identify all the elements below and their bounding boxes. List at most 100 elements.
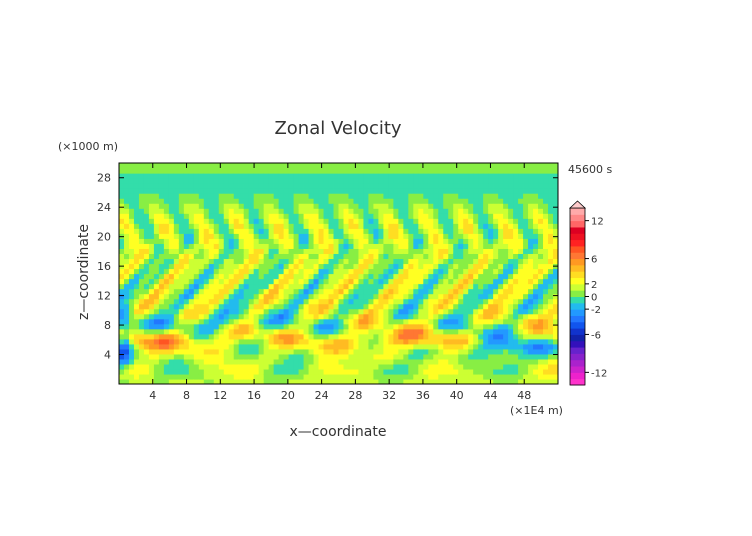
heatmap-cell: [169, 294, 175, 300]
heatmap-cell: [249, 349, 255, 355]
heatmap-cell: [408, 208, 414, 214]
heatmap-cell: [428, 344, 434, 350]
heatmap-cell: [209, 319, 215, 325]
heatmap-cell: [533, 208, 539, 214]
heatmap-cell: [428, 354, 434, 360]
heatmap-cell: [184, 314, 190, 320]
heatmap-cell: [144, 208, 150, 214]
heatmap-cell: [523, 193, 529, 199]
heatmap-cell: [279, 369, 285, 375]
heatmap-cell: [488, 334, 494, 340]
heatmap-cell: [398, 349, 404, 355]
heatmap-cell: [418, 263, 424, 269]
heatmap-cell: [413, 238, 419, 244]
heatmap-cell: [533, 253, 539, 259]
heatmap-cell: [508, 173, 514, 179]
heatmap-cell: [503, 233, 509, 239]
heatmap-cell: [368, 218, 374, 224]
heatmap-cell: [373, 218, 379, 224]
heatmap-cell: [403, 349, 409, 355]
heatmap-cell: [388, 233, 394, 239]
heatmap-cell: [304, 228, 310, 234]
heatmap-cell: [543, 203, 549, 209]
heatmap-cell: [378, 344, 384, 350]
heatmap-cell: [458, 279, 464, 285]
heatmap-cell: [169, 284, 175, 290]
heatmap-cell: [453, 193, 459, 199]
heatmap-cell: [383, 374, 389, 380]
heatmap-cell: [174, 319, 180, 325]
heatmap-cell: [413, 203, 419, 209]
heatmap-cell: [473, 188, 479, 194]
heatmap-cell: [518, 314, 524, 320]
heatmap-cell: [259, 243, 265, 249]
heatmap-cell: [284, 309, 290, 315]
heatmap-cell: [543, 178, 549, 184]
heatmap-cell: [314, 188, 320, 194]
heatmap-cell: [119, 349, 125, 355]
heatmap-cell: [279, 359, 285, 365]
heatmap-cell: [244, 279, 250, 285]
heatmap-cell: [463, 183, 469, 189]
heatmap-cell: [418, 354, 424, 360]
heatmap-cell: [443, 268, 449, 274]
heatmap-cell: [378, 329, 384, 335]
heatmap-cell: [324, 193, 330, 199]
heatmap-cell: [408, 173, 414, 179]
heatmap-cell: [468, 178, 474, 184]
heatmap-cell: [324, 369, 330, 375]
heatmap-cell: [443, 193, 449, 199]
heatmap-cell: [468, 228, 474, 234]
heatmap-cell: [513, 208, 519, 214]
heatmap-cell: [443, 183, 449, 189]
heatmap-cell: [309, 243, 315, 249]
heatmap-cell: [294, 304, 300, 310]
heatmap-cell: [368, 188, 374, 194]
heatmap-cell: [294, 279, 300, 285]
heatmap-cell: [319, 228, 325, 234]
heatmap-cell: [393, 243, 399, 249]
heatmap-cell: [144, 228, 150, 234]
heatmap-cell: [219, 218, 225, 224]
heatmap-cell: [209, 228, 215, 234]
heatmap-cell: [408, 294, 414, 300]
heatmap-cell: [324, 168, 330, 174]
heatmap-cell: [483, 248, 489, 254]
heatmap-cell: [274, 274, 280, 280]
heatmap-cell: [184, 173, 190, 179]
heatmap-cell: [289, 319, 295, 325]
heatmap-cell: [398, 334, 404, 340]
heatmap-cell: [498, 198, 504, 204]
heatmap-cell: [468, 248, 474, 254]
heatmap-cell: [463, 188, 469, 194]
heatmap-cell: [458, 173, 464, 179]
heatmap-cell: [159, 238, 165, 244]
heatmap-cell: [408, 369, 414, 375]
heatmap-cell: [543, 319, 549, 325]
heatmap-cell: [189, 344, 195, 350]
heatmap-cell: [334, 248, 340, 254]
heatmap-cell: [179, 364, 185, 370]
heatmap-cell: [239, 243, 245, 249]
heatmap-cell: [508, 223, 514, 229]
heatmap-cell: [418, 268, 424, 274]
heatmap-cell: [353, 334, 359, 340]
heatmap-cell: [289, 178, 295, 184]
heatmap-cell: [269, 329, 275, 335]
heatmap-cell: [204, 304, 210, 310]
heatmap-cell: [229, 178, 235, 184]
heatmap-cell: [543, 349, 549, 355]
heatmap-cell: [244, 263, 250, 269]
heatmap-cell: [503, 258, 509, 264]
heatmap-cell: [309, 324, 315, 330]
heatmap-cell: [418, 344, 424, 350]
heatmap-cell: [448, 243, 454, 249]
heatmap-cell: [209, 178, 215, 184]
heatmap-cell: [249, 284, 255, 290]
heatmap-cell: [324, 344, 330, 350]
heatmap-cell: [189, 168, 195, 174]
heatmap-cell: [189, 319, 195, 325]
heatmap-cell: [358, 268, 364, 274]
heatmap-cell: [174, 253, 180, 259]
heatmap-cell: [209, 218, 215, 224]
